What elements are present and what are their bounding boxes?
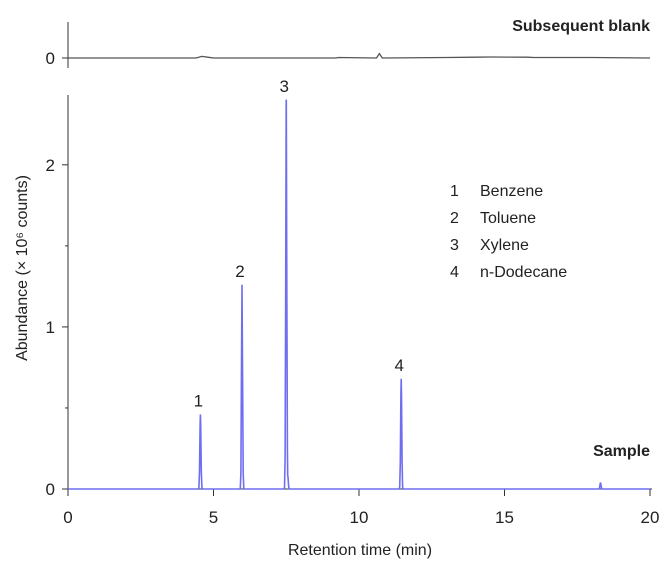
sample-x-tick-label: 5 <box>209 508 218 527</box>
blank-panel: Subsequent blank 0 <box>46 18 651 68</box>
legend-compound: n-Dodecane <box>480 264 567 281</box>
peak-label: 2 <box>235 262 244 281</box>
sample-x-tick-label: 10 <box>350 508 369 527</box>
blank-trace <box>68 52 651 59</box>
sample-panel: 0 1 2 0 5 10 15 20 1 2 3 4 Sample 1 Benzene 2 Toluen… <box>14 77 659 559</box>
legend-number: 3 <box>450 237 459 254</box>
sample-y-ticks: 0 1 2 <box>46 156 68 499</box>
peak-labels: 1 2 3 4 <box>194 77 404 410</box>
sample-x-tick-label: 0 <box>63 508 72 527</box>
legend-compound: Benzene <box>480 183 543 200</box>
peak-legend: 1 Benzene 2 Toluene 3 Xylene 4 n-Dodecane <box>450 183 567 281</box>
y-axis-title: Abundance (× 10⁶ counts) <box>14 175 31 361</box>
legend-compound: Xylene <box>480 237 529 254</box>
x-axis-title: Retention time (min) <box>288 542 432 559</box>
blank-y-ticks: 0 <box>46 49 68 68</box>
legend-number: 4 <box>450 264 459 281</box>
legend-number: 1 <box>450 183 459 200</box>
legend-number: 2 <box>450 210 459 227</box>
blank-y-tick-label: 0 <box>46 49 55 68</box>
sample-y-tick-label: 2 <box>46 156 55 175</box>
sample-panel-title: Sample <box>593 443 650 460</box>
sample-x-ticks: 0 5 10 15 20 <box>63 489 659 527</box>
sample-x-tick-label: 15 <box>495 508 514 527</box>
sample-y-tick-label: 0 <box>46 480 55 499</box>
legend-compound: Toluene <box>480 210 536 227</box>
peak-label: 4 <box>394 356 403 375</box>
peak-label: 3 <box>280 77 289 96</box>
blank-panel-title: Subsequent blank <box>512 18 650 35</box>
sample-y-tick-label: 1 <box>46 318 55 337</box>
sample-trace <box>68 99 650 490</box>
sample-x-tick-label: 20 <box>641 508 660 527</box>
peak-label: 1 <box>194 391 203 410</box>
